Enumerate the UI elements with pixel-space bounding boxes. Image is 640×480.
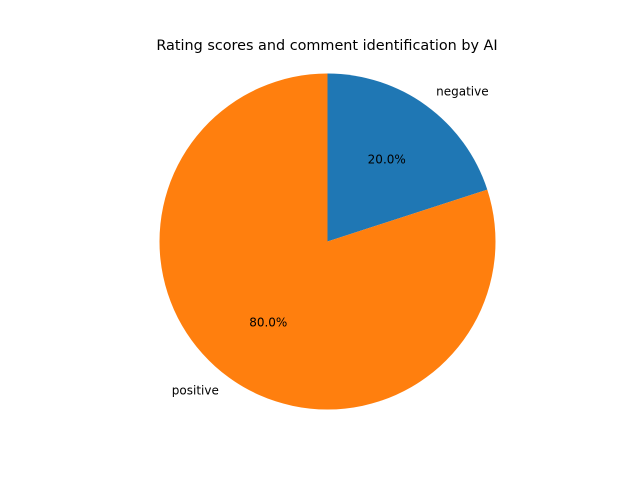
slice-label-positive: positive <box>172 384 219 398</box>
pie-slice-positive <box>159 73 496 410</box>
pie-labels: negative 20.0% positive 80.0% <box>172 84 489 397</box>
chart-title: Rating scores and comment identification… <box>156 38 497 54</box>
pie-slices <box>159 73 496 410</box>
percent-label-negative: 20.0% <box>368 152 406 166</box>
slice-label-negative: negative <box>436 84 488 98</box>
percent-label-positive: 80.0% <box>249 316 287 330</box>
pie-slice-negative <box>327 73 488 242</box>
